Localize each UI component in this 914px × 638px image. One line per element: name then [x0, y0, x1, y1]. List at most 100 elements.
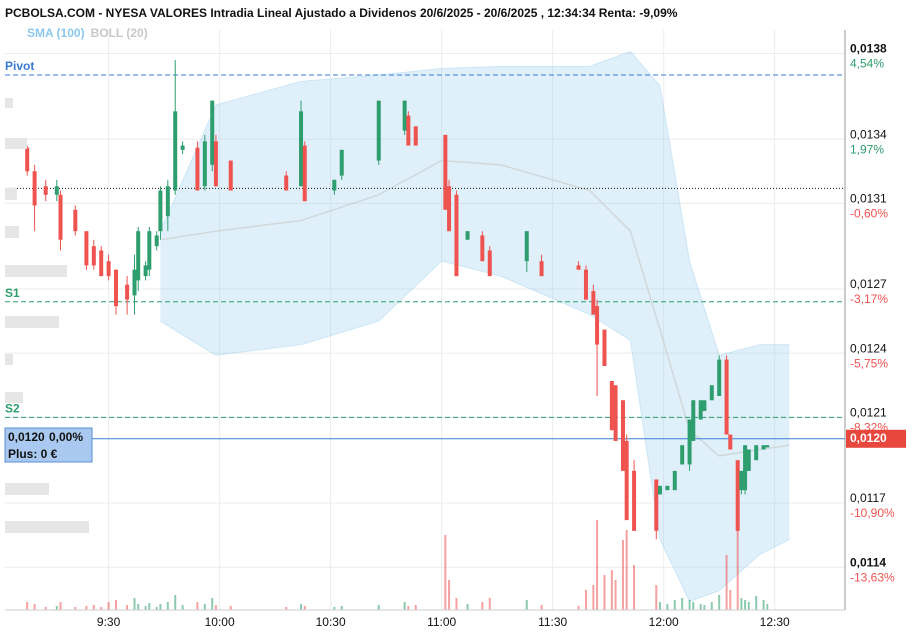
candle-body [724, 359, 729, 435]
volume-bar [488, 598, 491, 610]
volume-bar [159, 604, 162, 610]
candle-body [114, 269, 119, 307]
volume-bar [285, 607, 288, 610]
volume-bar [196, 602, 199, 610]
volume-bar [100, 607, 103, 610]
last-price-tag [846, 429, 906, 448]
volume-bar [481, 602, 484, 610]
volume-bar [625, 530, 628, 610]
candle-body [443, 134, 448, 210]
volume-bar [729, 590, 732, 610]
volume-bar [710, 602, 713, 610]
volume-bar [525, 600, 528, 610]
candle-body [202, 141, 207, 187]
candle-body [687, 419, 692, 465]
x-tick-label: 10:30 [316, 615, 346, 629]
candle-body [402, 100, 407, 131]
volume-bar [681, 598, 684, 610]
candle-body [106, 261, 111, 277]
candle-body [632, 470, 637, 531]
info-change: 0,00% [49, 430, 83, 444]
candle-body [284, 175, 289, 191]
volume-bar [740, 598, 743, 610]
candle-body [32, 171, 37, 206]
candle-body [576, 265, 581, 270]
candle-body [99, 250, 104, 277]
chart-title: PCBOLSA.COM - NYESA VALORES Intradia Lin… [5, 6, 678, 20]
placeholder [5, 98, 13, 108]
placeholder [5, 265, 67, 277]
volume-bar [673, 600, 676, 610]
volume-bar [85, 606, 88, 610]
info-box [4, 427, 93, 463]
candle-body [765, 445, 770, 448]
legend-entry: SMA (100) [27, 26, 85, 40]
volume-bar [107, 602, 110, 610]
info-price: 0,0120 [8, 430, 45, 444]
volume-bar [448, 580, 451, 610]
placeholder-levels [5, 98, 89, 533]
y-tick-change: -5,75% [850, 356, 888, 370]
candle-body [332, 179, 337, 191]
candle-body [143, 265, 148, 277]
candle-body [91, 246, 96, 266]
volume-bar [610, 570, 613, 610]
plot-layer: Pivot S1 S2 [5, 30, 845, 610]
y-tick-change: -0,60% [850, 207, 888, 221]
candle-body [602, 329, 607, 367]
candle-body [180, 145, 185, 150]
band-lower [160, 260, 790, 603]
candle-body [487, 250, 492, 277]
volume-bar [614, 580, 617, 610]
volume-bar [584, 590, 587, 610]
volume-bar [699, 604, 702, 610]
candle-body [43, 186, 48, 195]
placeholder [5, 392, 23, 403]
volume-bar [214, 605, 217, 610]
volume-bar [133, 598, 136, 610]
y-tick-label: 0,0131 [850, 192, 887, 206]
placeholder [5, 188, 17, 200]
candle-body [480, 235, 485, 262]
candle-body [680, 445, 685, 465]
level-label: Pivot [5, 59, 34, 73]
y-tick-label: 0,0114 [850, 555, 886, 569]
candle-body [591, 291, 596, 315]
candle-body [702, 400, 707, 411]
volume-bar [414, 605, 417, 610]
x-tick-label: 10:00 [205, 615, 235, 629]
candle-body [761, 445, 766, 450]
volume-bar [666, 604, 669, 610]
volume-bar [718, 595, 721, 610]
volume-bar [703, 605, 706, 610]
volume-bar [655, 585, 658, 610]
candle-body [524, 231, 529, 262]
candle-body [746, 449, 751, 471]
volume-bar [55, 606, 58, 610]
candle-body [54, 186, 59, 195]
volume-bar [658, 602, 661, 610]
placeholder [5, 354, 13, 365]
candle-body [620, 400, 625, 471]
placeholder [5, 316, 59, 328]
candle-body [583, 269, 588, 300]
candle-body [406, 115, 411, 146]
volume-bar [466, 604, 469, 610]
y-tick-label: 0,0121 [850, 406, 887, 420]
candle-body [173, 111, 178, 191]
volume-bar [736, 520, 739, 610]
volume-bar [444, 535, 447, 610]
candle-body [136, 231, 141, 281]
candle-body [132, 269, 137, 296]
candle-body [210, 100, 215, 165]
y-tick-label: 0,0124 [850, 341, 887, 355]
placeholder [5, 483, 49, 495]
candle-body [147, 231, 152, 270]
y-tick-change: 1,97% [850, 142, 884, 156]
candle-body [735, 460, 740, 531]
band-fill [160, 51, 790, 602]
x-tick-label: 11:00 [427, 615, 456, 629]
candle-body [595, 306, 600, 345]
